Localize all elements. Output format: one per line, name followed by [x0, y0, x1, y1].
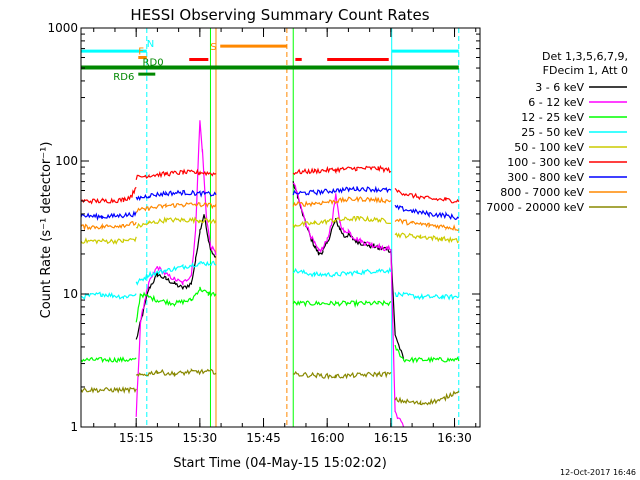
- series-line: [292, 164, 392, 176]
- series-line: [394, 232, 460, 244]
- series-1: [135, 120, 405, 427]
- series-line: [394, 218, 460, 231]
- x-axis-label: Start Time (04-May-15 15:02:02): [173, 456, 387, 471]
- legend-label: 12 - 25 keV: [521, 111, 584, 124]
- x-tick-label: 16:00: [310, 431, 345, 445]
- series-line: [394, 291, 460, 301]
- legend-header: Det 1,3,5,6,7,9,: [542, 50, 628, 63]
- series-line: [292, 182, 405, 427]
- series-6: [81, 185, 460, 221]
- status-label-f: F: [138, 47, 144, 58]
- y-tick-label: 100: [55, 154, 78, 168]
- series-line: [135, 201, 217, 213]
- y-tick-label: 1000: [47, 21, 78, 35]
- series-5: [81, 164, 460, 205]
- series-line: [292, 215, 391, 229]
- series-line: [394, 188, 460, 204]
- series-line: [81, 221, 137, 232]
- legend-label: 300 - 800 keV: [507, 171, 584, 184]
- series-2: [81, 286, 460, 364]
- x-tick-label: 16:15: [374, 431, 409, 445]
- series-line: [292, 185, 392, 196]
- series-3: [81, 260, 460, 301]
- legend-label: 25 - 50 keV: [521, 126, 584, 139]
- series-line: [81, 186, 137, 205]
- series-line: [81, 236, 137, 245]
- legend-header: FDecim 1, Att 0: [543, 64, 628, 77]
- y-tick-label: 10: [63, 287, 78, 301]
- x-tick-label: 15:15: [119, 431, 154, 445]
- legend-label: 800 - 7000 keV: [500, 186, 584, 199]
- series-line: [394, 204, 460, 221]
- series-8: [81, 367, 460, 406]
- plot-frame: [80, 27, 481, 428]
- series-line: [293, 370, 392, 380]
- series-line: [135, 120, 217, 417]
- series-line: [292, 267, 392, 278]
- status-label-n: N: [147, 39, 154, 50]
- legend: Det 1,3,5,6,7,9,FDecim 1, Att 0 3 - 6 keV…: [486, 50, 628, 214]
- series-line: [81, 356, 137, 364]
- series-line: [394, 344, 460, 364]
- series-7: [81, 196, 460, 232]
- status-label-rd6: RD6: [113, 72, 134, 83]
- status-label-rd0: RD0: [143, 57, 164, 68]
- series-line: [292, 299, 392, 308]
- y-tick-label: 1: [70, 420, 78, 434]
- series-line: [135, 286, 217, 323]
- x-tick-label: 16:30: [437, 431, 472, 445]
- plot-area: NF S RD0 RD6: [81, 28, 460, 427]
- series-4: [81, 215, 460, 245]
- legend-label: 3 - 6 keV: [535, 81, 584, 94]
- series-line: [394, 390, 460, 406]
- series-line: [135, 367, 217, 377]
- series-line: [135, 260, 217, 286]
- series-line: [292, 196, 392, 208]
- legend-label: 50 - 100 keV: [514, 141, 584, 154]
- series-line: [81, 291, 137, 300]
- x-tick-label: 15:30: [183, 431, 218, 445]
- x-tick-label: 15:45: [246, 431, 281, 445]
- series-line: [136, 216, 217, 229]
- series-line: [81, 210, 137, 221]
- series-line: [81, 385, 137, 395]
- axes: 1 10 100 1000 15:15 15:30 15:45 16:00 16:15 16:30: [47, 21, 481, 445]
- status-label-s: S: [210, 42, 216, 53]
- footer-timestamp: 12-Oct-2017 16:46: [560, 468, 636, 477]
- series-line: [135, 214, 217, 340]
- series-line: [135, 189, 217, 202]
- series-line: [135, 168, 217, 180]
- legend-label: 6 - 12 keV: [528, 96, 584, 109]
- legend-label: 7000 - 20000 keV: [486, 201, 584, 214]
- legend-label: 100 - 300 keV: [507, 156, 584, 169]
- chart-title: HESSI Observing Summary Count Rates: [130, 6, 429, 24]
- y-axis-label: Count Rate (s⁻¹ detector⁻¹): [39, 142, 54, 319]
